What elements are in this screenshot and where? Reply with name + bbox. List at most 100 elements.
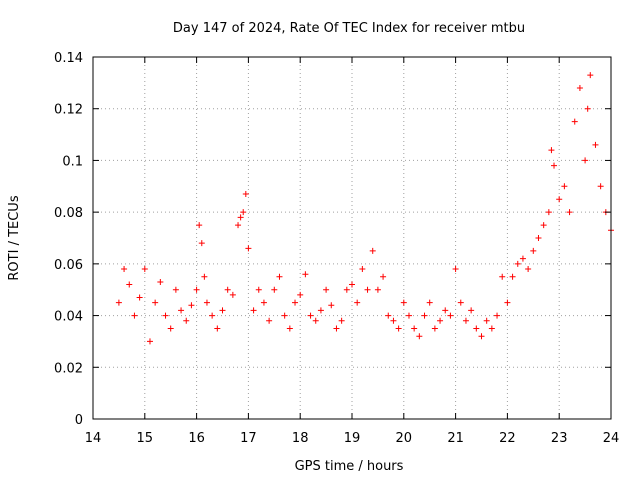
data-point xyxy=(499,273,506,280)
data-point xyxy=(556,196,563,203)
data-point xyxy=(416,333,423,340)
data-point xyxy=(260,299,267,306)
data-point xyxy=(183,317,190,324)
data-point xyxy=(245,245,252,252)
grid-layer xyxy=(93,57,611,419)
data-point xyxy=(198,240,205,247)
data-point xyxy=(131,312,138,319)
y-axis-label: ROTI / TECUs xyxy=(7,195,22,280)
data-point xyxy=(545,209,552,216)
data-point xyxy=(203,299,210,306)
y-tick-label: 0.02 xyxy=(54,361,83,376)
data-point xyxy=(240,209,247,216)
data-point xyxy=(196,222,203,229)
x-tick-label: 23 xyxy=(551,431,568,446)
data-point xyxy=(255,286,262,293)
data-point xyxy=(219,307,226,314)
data-point xyxy=(242,191,249,198)
data-point xyxy=(385,312,392,319)
data-point xyxy=(514,260,521,267)
data-point xyxy=(271,286,278,293)
data-point xyxy=(576,85,583,92)
y-tick-label: 0.04 xyxy=(54,310,83,325)
data-point xyxy=(323,286,330,293)
data-point xyxy=(317,307,324,314)
y-tick-label: 0.14 xyxy=(54,51,83,66)
data-point xyxy=(281,312,288,319)
data-point xyxy=(582,157,589,164)
data-point xyxy=(442,307,449,314)
x-axis-label: GPS time / hours xyxy=(295,459,404,474)
data-point xyxy=(359,266,366,273)
data-point xyxy=(504,299,511,306)
data-point xyxy=(400,299,407,306)
data-point xyxy=(405,312,412,319)
data-point xyxy=(328,302,335,309)
data-point xyxy=(457,299,464,306)
data-point xyxy=(390,317,397,324)
data-point xyxy=(509,273,516,280)
data-point xyxy=(276,273,283,280)
data-point xyxy=(364,286,371,293)
data-point xyxy=(121,266,128,273)
data-point xyxy=(193,286,200,293)
data-point xyxy=(494,312,501,319)
data-point xyxy=(571,118,578,125)
y-tick-label: 0.08 xyxy=(54,206,83,221)
data-point xyxy=(157,278,164,285)
data-point xyxy=(115,299,122,306)
data-point xyxy=(146,338,153,345)
x-tick-label: 16 xyxy=(188,431,205,446)
x-tick-label: 18 xyxy=(292,431,309,446)
x-tick-label: 21 xyxy=(447,431,464,446)
data-point xyxy=(250,307,257,314)
data-point xyxy=(561,183,568,190)
data-point xyxy=(172,286,179,293)
data-point xyxy=(584,105,591,112)
x-tick-label: 14 xyxy=(85,431,102,446)
x-tick-label: 19 xyxy=(344,431,361,446)
chart-title: Day 147 of 2024, Rate Of TEC Index for r… xyxy=(173,21,525,36)
data-point xyxy=(302,271,309,278)
data-point xyxy=(312,317,319,324)
data-point xyxy=(519,255,526,262)
data-point xyxy=(162,312,169,319)
data-point xyxy=(188,302,195,309)
data-point xyxy=(395,325,402,332)
data-point xyxy=(483,317,490,324)
data-point xyxy=(266,317,273,324)
data-point xyxy=(297,291,304,298)
data-point xyxy=(126,281,133,288)
data-point xyxy=(136,294,143,301)
y-tick-label: 0 xyxy=(75,413,83,428)
data-point xyxy=(369,247,376,254)
data-point xyxy=(597,183,604,190)
data-point xyxy=(478,333,485,340)
data-point xyxy=(535,235,542,241)
data-point xyxy=(473,325,480,332)
x-tick-label: 24 xyxy=(603,431,620,446)
data-point xyxy=(411,325,418,332)
data-point xyxy=(374,286,381,293)
x-tick-label: 15 xyxy=(137,431,154,446)
x-tick-label: 17 xyxy=(240,431,257,446)
y-tick-label: 0.06 xyxy=(54,258,83,273)
data-point xyxy=(431,325,438,332)
data-point xyxy=(201,273,208,280)
data-points-layer xyxy=(115,72,614,345)
y-tick-label: 0.12 xyxy=(54,103,83,118)
data-point xyxy=(209,312,216,319)
data-point xyxy=(224,286,231,293)
data-point xyxy=(235,222,242,229)
data-point xyxy=(530,247,537,254)
data-point xyxy=(178,307,185,314)
data-point xyxy=(167,325,174,332)
data-point xyxy=(349,281,355,288)
data-point xyxy=(141,266,148,273)
data-point xyxy=(214,325,221,332)
data-point xyxy=(462,317,469,324)
data-point xyxy=(426,299,433,306)
data-point xyxy=(548,147,555,154)
data-point xyxy=(452,266,459,273)
